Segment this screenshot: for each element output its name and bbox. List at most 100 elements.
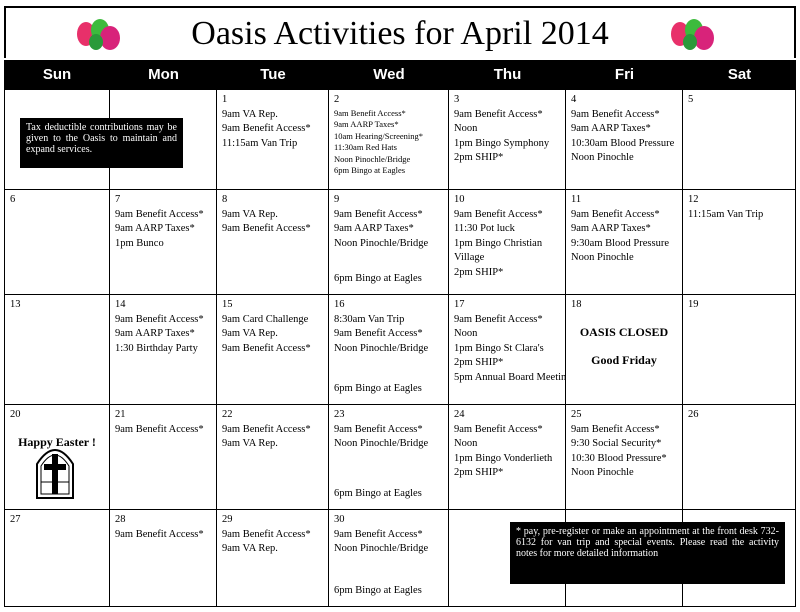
activity: 9am Benefit Access*	[222, 423, 311, 435]
activity: 9am AARP Taxes*	[571, 223, 651, 234]
activity: Noon Pinochle/Bridge	[334, 543, 429, 554]
activity: 10:30 Blood Pressure*	[571, 452, 667, 464]
activity: 2pm SHIP*	[454, 152, 504, 163]
activity: 10:30am Blood Pressure	[571, 137, 675, 149]
activity: 9am Benefit Access*	[222, 342, 311, 354]
day-number: 9	[334, 194, 340, 205]
later-activities: 6pm Bingo at Eagles	[334, 584, 422, 599]
activity: 6pm Bingo at Eagles	[334, 272, 422, 284]
day-number: 10	[454, 194, 465, 205]
activity: 9am Benefit Access*	[334, 208, 423, 220]
activity: 9:30 Social Security*	[571, 438, 662, 449]
day-number: 21	[115, 409, 126, 420]
day-number: 23	[334, 409, 345, 420]
activity: 11:15am Van Trip	[688, 208, 764, 220]
activity: 9am Benefit Access*	[334, 528, 423, 540]
activity: 9am Benefit Access*	[571, 423, 660, 435]
weekday: Sun	[42, 66, 72, 83]
activity: 11:30 Pot luck	[454, 223, 515, 234]
day-number: 18	[571, 299, 582, 310]
activity: 6pm Bingo at Eagles	[334, 487, 422, 499]
day-cell: 27	[4, 510, 110, 607]
activity: 9am Benefit Access*	[115, 423, 204, 435]
activity: 6pm Bingo at Eagles	[334, 382, 422, 394]
activity: 1:30 Birthday Party	[115, 342, 198, 354]
day-number: 16	[334, 299, 345, 310]
day-cell: 1 9am VA Rep. 9am Benefit Access* 11:15am V…	[217, 90, 329, 190]
day-cell: 19	[683, 295, 796, 405]
activity: Noon Pinochle	[571, 467, 634, 478]
day-cell: 23 9am Benefit Access* Noon Pinochle/Bridg…	[329, 405, 449, 510]
day-cell: 24 9am Benefit Access* Noon 1pm Bingo Vonde…	[449, 405, 566, 510]
activity: 9am Benefit Access*	[334, 423, 423, 435]
activity: 9am Benefit Access*	[571, 108, 660, 120]
activity: 9am AARP Taxes*	[334, 119, 399, 129]
day-cell: 8 9am VA Rep. 9am Benefit Access*	[217, 190, 329, 295]
day-number: 24	[454, 409, 465, 420]
activity: 2pm SHIP*	[454, 266, 504, 278]
activity: 10am Hearing/Screening*	[334, 130, 423, 141]
activity: 2pm SHIP*	[454, 467, 504, 478]
easter-eggs	[77, 19, 120, 50]
activity: 1pm Bingo Christian	[454, 237, 543, 249]
day-cell: 12 11:15am Van Trip	[683, 190, 796, 295]
activity: 9am VA Rep.	[222, 328, 278, 339]
activity: 11:15am Van Trip	[222, 137, 298, 149]
church-window-icon	[36, 449, 74, 499]
day-number: 6	[10, 194, 16, 205]
day-number: 22	[222, 409, 233, 420]
day-cell: 25 9am Benefit Access* 9:30 Social Securit…	[566, 405, 683, 510]
day-number: 27	[10, 514, 21, 525]
day-cell: 2 9am Benefit Access* 9am AARP Taxes* 10am …	[329, 90, 449, 190]
activity: Noon Pinochle	[571, 252, 634, 263]
activity: 9am VA Rep.	[222, 438, 278, 449]
day-number: 20	[10, 409, 21, 420]
activity: 9am Benefit Access*	[454, 208, 543, 220]
day-cell: 18 OASIS CLOSED Good Friday	[566, 295, 683, 405]
day-number: 26	[688, 409, 699, 420]
day-cell: 9 9am Benefit Access* 9am AARP Taxes* Noon …	[329, 190, 449, 295]
activity: 9am Benefit Access*	[334, 328, 423, 339]
activity: 2pm SHIP*	[454, 357, 504, 368]
day-cell: 7 9am Benefit Access* 9am AARP Taxes* 1pm B…	[110, 190, 217, 295]
day-number: 5	[688, 94, 694, 105]
day-number: 14	[115, 299, 126, 310]
day-cell: 16 8:30am Van Trip 9am Benefit Access* Noon…	[329, 295, 449, 405]
day-number: 17	[454, 299, 465, 310]
weekday: Mon	[148, 66, 179, 83]
activity: Noon Pinochle	[571, 152, 634, 163]
day-cell: 6	[4, 190, 110, 295]
day-number: 25	[571, 409, 582, 420]
weekday: Tue	[260, 66, 286, 83]
day-cell: 28 9am Benefit Access*	[110, 510, 217, 607]
activity: 9am AARP Taxes*	[571, 123, 651, 134]
day-cell: 14 9am Benefit Access* 9am AARP Taxes* 1:30…	[110, 295, 217, 405]
activity: 9am Benefit Access*	[115, 208, 204, 220]
activity: 9am AARP Taxes*	[334, 223, 414, 234]
day-number: 7	[115, 194, 121, 205]
day-number: 3	[454, 94, 460, 105]
activity: 9am VA Rep.	[222, 543, 278, 554]
weekday: Wed	[373, 66, 405, 83]
day-number: 28	[115, 514, 126, 525]
day-cell: 30 9am Benefit Access* Noon Pinochle/Bridg…	[329, 510, 449, 607]
activity: 9am Benefit Access*	[334, 107, 406, 118]
day-number: 13	[10, 299, 21, 310]
title: Oasis Activities for April 2014	[4, 6, 796, 58]
day-cell: 5	[683, 90, 796, 190]
activity: 9am Card Challenge	[222, 313, 309, 325]
activity: 9am VA Rep.	[222, 108, 278, 120]
activity: 9am Benefit Access*	[454, 313, 543, 325]
highlight-text: Good Friday	[591, 352, 657, 367]
day-cell: 21 9am Benefit Access*	[110, 405, 217, 510]
activity: 6pm Bingo at Eagles	[334, 165, 406, 175]
day-number: 4	[571, 94, 577, 105]
activity: 1pm Bunco	[115, 237, 164, 249]
activity: 5pm Annual Board Meeting	[454, 371, 566, 383]
weekday: Thu	[493, 66, 522, 83]
activity: Noon Pinochle/Bridge	[334, 342, 429, 354]
day-number: 19	[688, 299, 699, 310]
highlight-text: Happy Easter !	[18, 434, 96, 449]
later-activities: 6pm Bingo at Eagles	[334, 382, 422, 397]
